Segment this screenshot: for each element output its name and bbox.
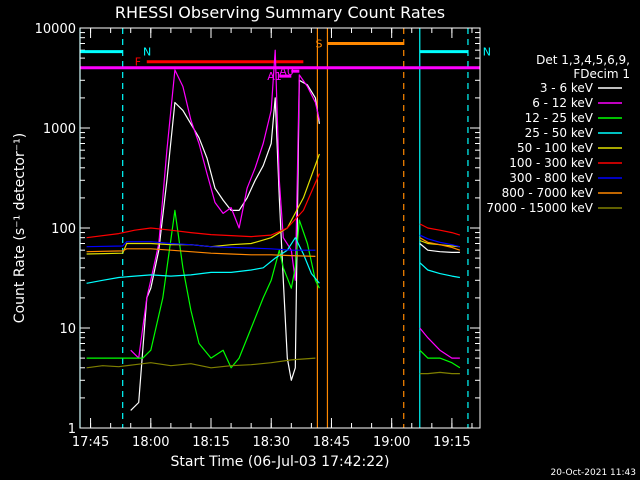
y-tick-label: 100	[51, 222, 76, 237]
legend-entry-label: 3 - 6 keV	[540, 81, 594, 95]
x-tick-label: 19:00	[373, 435, 410, 450]
x-axis-label: Start Time (06-Jul-03 17:42:22)	[170, 454, 389, 470]
legend-entry-label: 6 - 12 keV	[532, 96, 594, 110]
y-tick-label: 1	[68, 422, 76, 437]
series-line-after-gap	[419, 371, 460, 375]
series-line-after-gap	[419, 237, 461, 251]
legend-entry-label: 12 - 25 keV	[525, 111, 594, 125]
flag-label: N	[483, 46, 491, 59]
y-axis-label: Count Rate (s⁻¹ detector⁻¹)	[12, 133, 28, 323]
y-tick-label: 1000	[43, 122, 76, 137]
series-line-after-gap	[419, 262, 461, 279]
legend-entry-label: 800 - 7000 keV	[502, 186, 594, 200]
x-tick-label: 18:15	[192, 435, 229, 450]
plot-frame	[79, 27, 481, 429]
x-tick-label: 17:45	[72, 435, 109, 450]
legend-entry-label: 7000 - 15000 keV	[486, 201, 593, 215]
flag-label: A0	[279, 65, 294, 78]
generation-timestamp: 20-Oct-2021 11:43	[551, 468, 636, 478]
legend-entry-label: 100 - 300 keV	[509, 156, 593, 170]
series-line	[86, 357, 316, 369]
legend-entry-label: 300 - 800 keV	[509, 171, 593, 185]
x-tick-label: 18:45	[313, 435, 350, 450]
y-tick-label: 10000	[35, 22, 76, 37]
x-tick-label: 18:00	[132, 435, 169, 450]
x-tick-label: 18:30	[253, 435, 290, 450]
legend-header-line-2: FDecim 1	[573, 67, 630, 81]
series-line-after-gap	[419, 327, 460, 359]
series-line	[86, 173, 320, 239]
series-line	[86, 209, 320, 369]
legend-entry-label: 25 - 50 keV	[525, 126, 594, 140]
series-line	[86, 237, 320, 284]
series-line-after-gap	[419, 234, 461, 248]
series-line-after-gap	[419, 223, 461, 236]
flag-label: N	[143, 46, 151, 59]
series-line	[86, 248, 316, 257]
flag-label: S	[315, 37, 322, 50]
series-line	[130, 79, 320, 411]
legend-entry-label: 50 - 100 keV	[517, 141, 594, 155]
flag-label: F	[135, 56, 141, 69]
series-line	[86, 241, 316, 251]
plot-area: 1 10 100 1000 10000 17:45 18:00 18:15 18:30 18:45…	[35, 22, 491, 450]
legend-header-line-1: Det 1,3,4,5,6,9,	[536, 53, 630, 67]
series-line	[130, 49, 320, 359]
series-line-after-gap	[419, 349, 461, 369]
y-tick-label: 10	[59, 322, 76, 337]
series-line-after-gap	[419, 243, 460, 253]
x-tick-label: 19:15	[433, 435, 470, 450]
chart-title: RHESSI Observing Summary Count Rates	[115, 3, 445, 22]
flag-label: A1	[267, 70, 282, 83]
